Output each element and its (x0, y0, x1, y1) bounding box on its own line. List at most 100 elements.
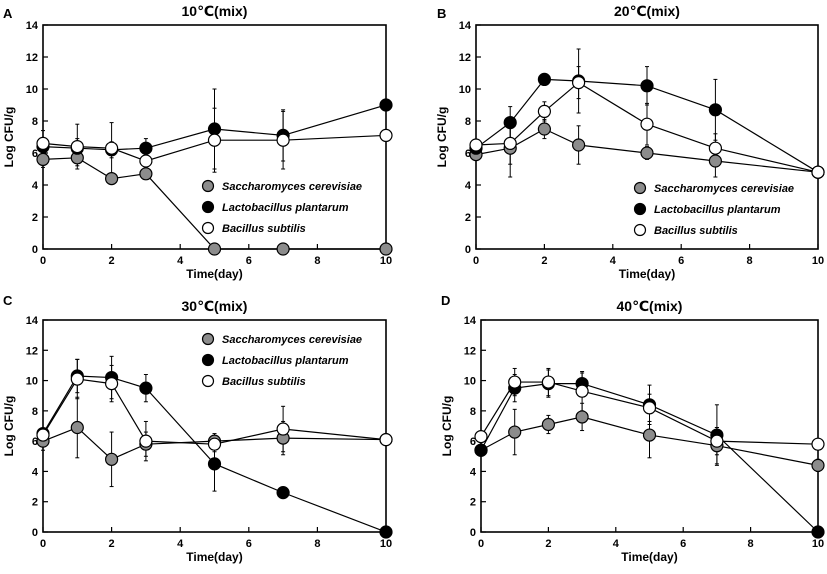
x-axis-label: Time(day) (621, 550, 677, 564)
data-point (139, 167, 153, 181)
x-tick-label: 6 (246, 538, 252, 550)
legend-marker (633, 223, 647, 237)
y-tick-label: 10 (26, 84, 38, 96)
x-tick-label: 2 (545, 538, 551, 550)
data-point (207, 133, 222, 147)
data-point (503, 115, 517, 130)
y-tick-label: 12 (26, 52, 38, 64)
y-tick-label: 10 (26, 376, 38, 388)
y-tick-label: 0 (470, 527, 476, 539)
y-tick-label: 8 (32, 406, 38, 418)
data-point (139, 154, 153, 168)
x-tick-label: 8 (748, 538, 754, 550)
y-tick-label: 4 (470, 466, 477, 478)
data-point (469, 138, 483, 152)
y-tick-label: 12 (26, 345, 38, 357)
data-point (642, 428, 657, 442)
panel-letter: B (437, 6, 446, 21)
y-tick-label: 14 (464, 315, 477, 327)
data-point (571, 138, 586, 152)
data-point (139, 434, 153, 448)
x-tick-label: 6 (678, 255, 684, 267)
data-point (276, 133, 290, 147)
data-point (70, 372, 84, 386)
data-point (811, 165, 825, 179)
data-point (379, 242, 393, 256)
y-tick-label: 14 (26, 315, 39, 327)
x-tick-label: 0 (478, 538, 484, 550)
y-axis-label: Log CFU/g (435, 107, 449, 168)
data-point (811, 437, 825, 451)
y-tick-label: 14 (459, 20, 472, 32)
x-tick-label: 8 (747, 255, 753, 267)
y-tick-label: 10 (459, 84, 471, 96)
chart-title: 40℃(mix) (617, 298, 683, 314)
x-tick-label: 0 (473, 255, 479, 267)
chart-panel-c: C 30℃(mix) 0 2 4 6 8 10 12 14 0 2 4 6 8 10 Time(day) Log … (2, 293, 393, 564)
y-tick-label: 4 (32, 466, 39, 478)
x-tick-label: 2 (541, 255, 547, 267)
plot-frame (475, 24, 819, 250)
y-tick-label: 2 (32, 497, 38, 509)
data-point (640, 146, 654, 160)
legend-label: Saccharomyces cerevisiae (654, 183, 794, 195)
y-tick-label: 12 (459, 52, 471, 64)
y-axis-label: Log CFU/g (2, 107, 16, 168)
data-point (207, 242, 222, 256)
x-tick-label: 10 (812, 255, 824, 267)
legend-label: Bacillus subtilis (654, 225, 738, 237)
series-0 (41, 149, 386, 250)
legend-label: Bacillus subtilis (222, 376, 306, 388)
legend-label: Saccharomyces cerevisiae (222, 181, 362, 193)
x-tick-label: 0 (40, 538, 46, 550)
data-point (642, 401, 657, 415)
legend-label: Saccharomyces cerevisiae (222, 334, 362, 346)
x-tick-label: 10 (380, 255, 392, 267)
x-tick-label: 8 (314, 255, 320, 267)
x-tick-label: 8 (314, 538, 320, 550)
data-point (708, 154, 723, 168)
data-point (379, 128, 393, 142)
data-point (811, 525, 825, 539)
y-tick-label: 6 (32, 436, 38, 448)
data-point (207, 437, 222, 451)
x-tick-label: 4 (613, 538, 620, 550)
data-point (379, 525, 393, 539)
data-point (139, 381, 153, 395)
panel-letter: C (3, 293, 13, 308)
data-point (104, 377, 119, 391)
data-point (474, 430, 488, 444)
y-tick-label: 12 (464, 345, 476, 357)
x-tick-label: 6 (246, 255, 252, 267)
data-point (207, 122, 222, 136)
x-tick-label: 6 (680, 538, 686, 550)
x-tick-label: 4 (177, 255, 184, 267)
data-point (541, 417, 556, 432)
data-point (508, 375, 522, 389)
x-tick-label: 4 (177, 538, 184, 550)
chart-title: 30℃(mix) (182, 298, 248, 314)
data-point (575, 384, 589, 398)
data-point (640, 117, 654, 131)
data-point (36, 428, 50, 442)
data-point (70, 140, 84, 154)
legend: Saccharomyces cerevisiae Lactobacillus pl… (201, 179, 362, 235)
data-point (571, 75, 586, 90)
y-axis-label: Log CFU/g (440, 396, 454, 457)
y-tick-label: 4 (32, 180, 39, 192)
data-point (104, 452, 119, 466)
y-tick-label: 8 (32, 116, 38, 128)
x-axis-label: Time(day) (186, 267, 242, 281)
data-point (708, 103, 723, 117)
data-point (537, 104, 552, 119)
data-point (276, 242, 290, 256)
data-point (104, 141, 119, 155)
x-tick-label: 0 (40, 255, 46, 267)
x-tick-label: 4 (610, 255, 617, 267)
data-point (541, 375, 556, 389)
data-point (36, 152, 50, 166)
y-tick-label: 2 (465, 212, 471, 224)
data-point (537, 122, 552, 136)
data-point (503, 136, 517, 150)
chart-title: 10℃(mix) (182, 3, 248, 19)
